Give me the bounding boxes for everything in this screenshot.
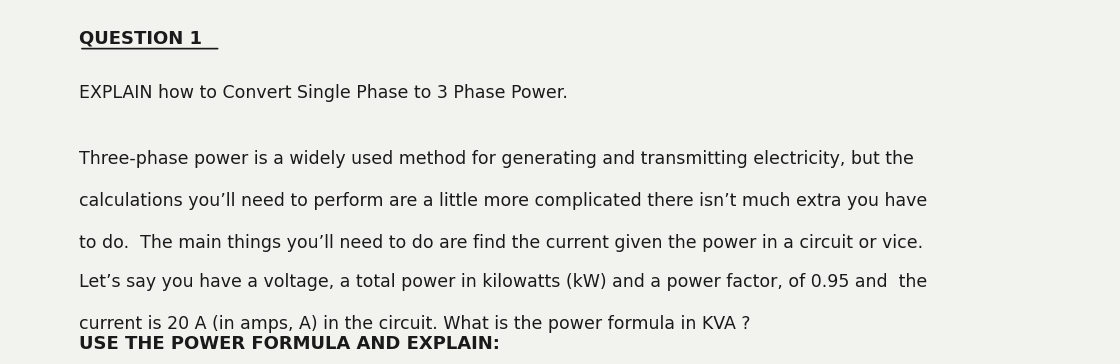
Text: QUESTION 1: QUESTION 1 xyxy=(80,29,202,47)
Text: current is 20 A (in amps, A) in the circuit. What is the power formula in KVA ?: current is 20 A (in amps, A) in the circ… xyxy=(80,314,750,333)
Text: calculations you’ll need to perform are a little more complicated there isn’t mu: calculations you’ll need to perform are … xyxy=(80,192,927,210)
Text: Three-phase power is a widely used method for generating and transmitting electr: Three-phase power is a widely used metho… xyxy=(80,150,914,168)
Text: to do.  The main things you’ll need to do are find the current given the power i: to do. The main things you’ll need to do… xyxy=(80,234,923,252)
Text: EXPLAIN how to Convert Single Phase to 3 Phase Power.: EXPLAIN how to Convert Single Phase to 3… xyxy=(80,84,568,102)
Text: USE THE POWER FORMULA AND EXPLAIN:: USE THE POWER FORMULA AND EXPLAIN: xyxy=(80,335,500,353)
Text: Let’s say you have a voltage, a total power in kilowatts (kW) and a power factor: Let’s say you have a voltage, a total po… xyxy=(80,273,927,291)
